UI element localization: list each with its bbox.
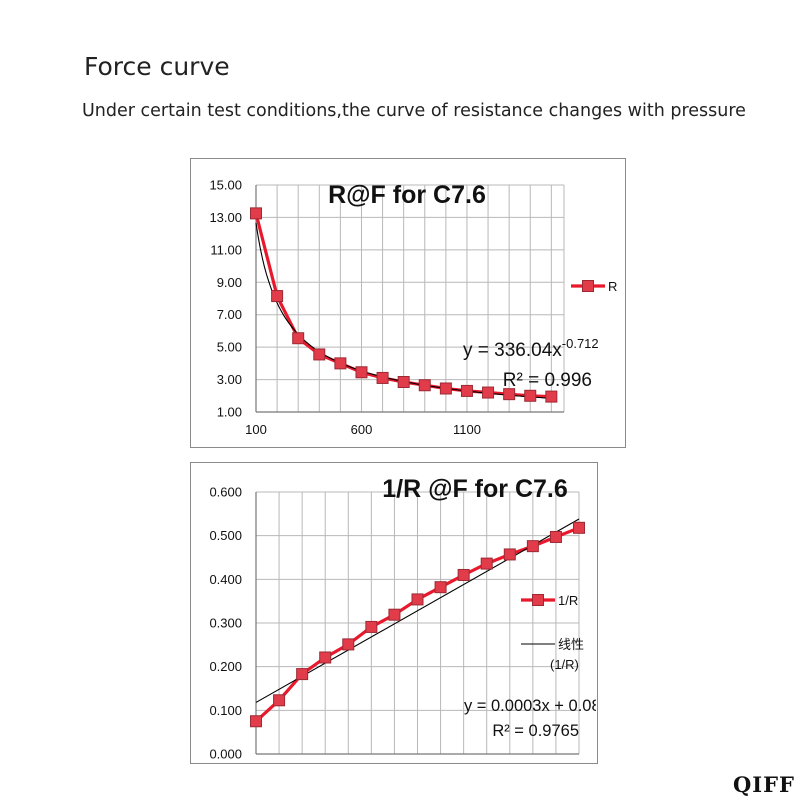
page-title: Force curve xyxy=(84,52,230,81)
legend-label: R xyxy=(608,279,617,294)
trendline-r-squared: R² = 0.9765 xyxy=(492,722,579,740)
y-tick-label: 0.400 xyxy=(209,572,242,587)
y-tick-label: 3.00 xyxy=(217,372,242,387)
trendline-equation: y = 336.04x-0.712 xyxy=(463,336,599,361)
data-point xyxy=(439,382,452,395)
y-tick-label: 0.600 xyxy=(209,485,242,500)
data-point xyxy=(457,568,470,581)
y-tick-label: 13.00 xyxy=(209,210,242,225)
x-tick-label: 1100 xyxy=(453,422,481,437)
legend-marker xyxy=(582,280,594,292)
data-point xyxy=(418,379,431,392)
data-point xyxy=(313,348,326,361)
data-point xyxy=(250,207,262,220)
chart-title: R@F for C7.6 xyxy=(328,181,486,209)
data-point xyxy=(503,388,516,401)
data-point xyxy=(342,638,355,651)
y-tick-label: 0.200 xyxy=(209,659,242,674)
watermark-logo: QIFF xyxy=(733,772,795,797)
data-point xyxy=(549,530,562,543)
y-tick-label: 9.00 xyxy=(217,275,242,290)
chart-conductance-vs-force-plot: 0.6000.5000.4000.3000.2000.1000.00010060… xyxy=(209,475,596,762)
data-point xyxy=(319,651,332,664)
data-point xyxy=(292,332,305,345)
data-point xyxy=(271,290,284,303)
data-point xyxy=(355,366,368,379)
data-point xyxy=(503,548,516,561)
y-tick-label: 15.00 xyxy=(209,178,242,193)
data-point xyxy=(273,694,286,707)
x-tick-label: 100 xyxy=(245,422,267,437)
y-tick-label: 0.000 xyxy=(209,747,242,762)
data-point xyxy=(524,389,537,402)
legend-label: 1/R xyxy=(558,593,578,608)
data-point xyxy=(365,620,378,633)
data-point xyxy=(434,581,447,594)
page-subtitle: Under certain test conditions,the curve … xyxy=(82,101,746,121)
trendline-r-squared: R² = 0.996 xyxy=(503,370,592,391)
data-point xyxy=(526,540,539,553)
data-point xyxy=(388,608,401,621)
y-tick-label: 7.00 xyxy=(217,307,242,322)
data-point xyxy=(376,371,389,384)
y-tick-label: 5.00 xyxy=(217,340,242,355)
y-tick-label: 0.500 xyxy=(209,528,242,543)
data-point xyxy=(334,357,347,370)
data-point xyxy=(411,593,424,606)
legend-marker xyxy=(532,594,544,606)
trendline-equation: y = 0.0003x + 0.0881 xyxy=(464,697,596,715)
chart-title: 1/R @F for C7.6 xyxy=(382,475,568,503)
data-point xyxy=(482,386,495,399)
data-point xyxy=(480,557,493,570)
data-point xyxy=(573,521,585,534)
y-tick-label: 11.00 xyxy=(210,242,242,257)
trendline-exponent: -0.712 xyxy=(562,336,599,351)
legend-trend-label: 线性 xyxy=(558,638,584,653)
y-tick-label: 0.100 xyxy=(209,703,242,718)
trendline xyxy=(255,518,580,703)
legend-trend-label: (1/R) xyxy=(550,657,579,672)
y-tick-label: 1.00 xyxy=(217,405,242,420)
data-point xyxy=(460,384,473,397)
data-point xyxy=(250,715,262,728)
y-tick-label: 0.300 xyxy=(209,616,242,631)
chart-resistance-vs-force: 15.00 13.00 11.00 9.00 7.00 5.00 3.00 1.00 100 60… xyxy=(190,158,626,448)
chart-conductance-vs-force: 0.6000.5000.4000.3000.2000.1000.00010060… xyxy=(190,462,598,764)
data-point xyxy=(296,668,309,681)
data-point xyxy=(397,376,410,389)
data-point xyxy=(545,390,558,403)
x-tick-label: 600 xyxy=(351,422,373,437)
